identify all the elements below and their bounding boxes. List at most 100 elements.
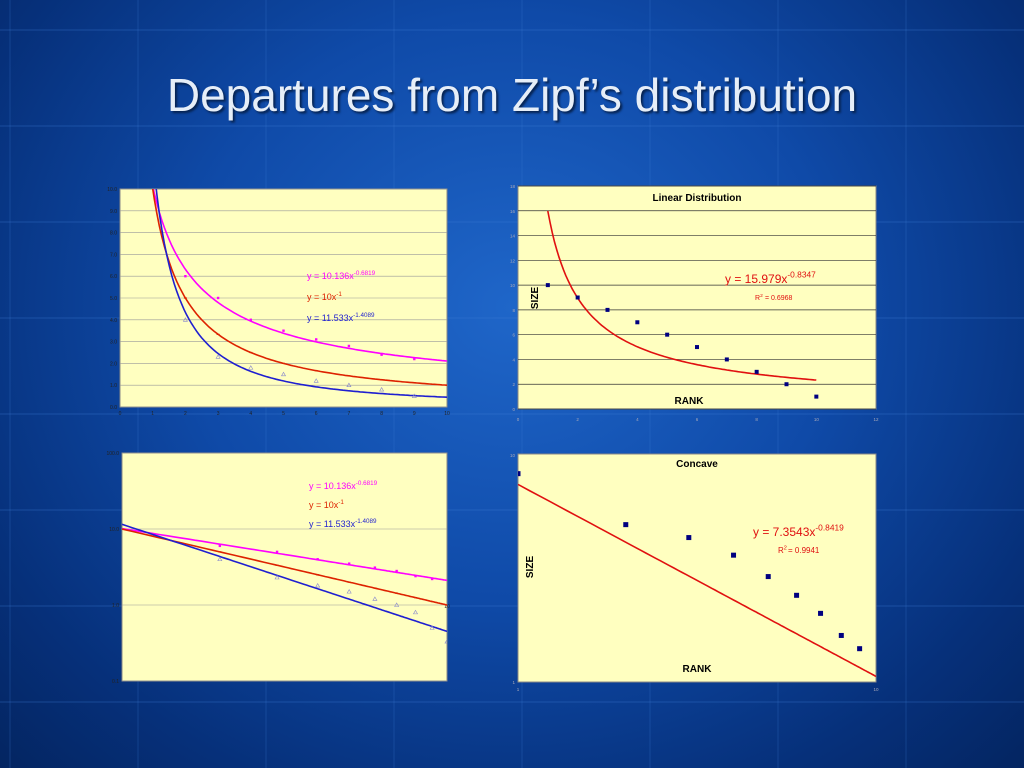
data-point (282, 329, 285, 332)
data-point (218, 544, 222, 548)
y-tick-label: 4.0 (110, 318, 117, 324)
r-squared-label: R2 (778, 545, 787, 555)
y-tick-label: 100.0 (106, 451, 119, 457)
data-point (430, 577, 434, 581)
x-tick-label: 4 (636, 417, 639, 422)
x-tick-label: 0 (517, 417, 520, 422)
x-tick-label: 10 (444, 411, 450, 417)
data-point (216, 296, 220, 300)
data-point (731, 552, 737, 558)
trend-line-red (122, 528, 447, 606)
y-tick-label: 6.0 (110, 274, 117, 280)
data-point (216, 333, 220, 336)
data-point (373, 566, 377, 569)
slide-title: Departures from Zipf’s distribution (166, 69, 858, 121)
trend-line-red (151, 189, 447, 386)
data-point (411, 393, 417, 398)
x-axis-label: RANK (683, 664, 713, 675)
data-point (379, 386, 385, 392)
data-point (249, 318, 252, 321)
x-tick-label: 7 (348, 411, 351, 417)
data-point (413, 357, 416, 361)
data-point (215, 354, 221, 359)
x-tick-label: 1 (517, 687, 520, 692)
data-point (274, 574, 280, 580)
data-point (838, 632, 844, 638)
r-squared-label: R2 (755, 293, 763, 302)
y-tick-label: 10.0 (107, 187, 117, 193)
data-point (372, 596, 378, 601)
x-tick-label: 4 (249, 411, 252, 417)
plot-area (517, 185, 877, 410)
data-point (346, 382, 352, 387)
data-point (280, 371, 287, 377)
data-point (724, 357, 729, 362)
x-tick-label: 6 (315, 411, 318, 417)
x-tick-label: 10 (873, 687, 879, 692)
trend-line-magenta (152, 189, 447, 362)
data-point (394, 602, 400, 607)
y-axis-label: SIZE (525, 556, 536, 579)
y-tick-label: 4 (512, 357, 515, 362)
trend-line-blue (122, 523, 447, 633)
x-tick-label: 0 (119, 411, 122, 417)
data-point (183, 297, 187, 299)
data-point (414, 574, 417, 578)
data-point (314, 369, 318, 372)
x-tick-label: 10 (814, 417, 820, 422)
chart-power-law-log: 0.1 1.0 10.0 100.0 10 y = 10.136x-0.6819 y = 1… (106, 451, 450, 685)
chart-concave: 10 11 10 Concave RANK SIZE y = 7.3543x-0.8419 R… (510, 453, 879, 692)
data-point (347, 344, 351, 348)
y-tick-label: 3.0 (110, 340, 117, 346)
data-point (765, 574, 771, 580)
trend-line (547, 210, 817, 381)
x-axis-label: RANK (675, 396, 705, 407)
y-tick-label: 16 (510, 209, 516, 214)
y-tick-label: 1 (512, 680, 515, 685)
series-group (122, 523, 447, 644)
equation-label-blue: y = 11.533x-1.4089 (309, 518, 377, 529)
data-point (814, 394, 819, 399)
chart-title: Linear Distribution (653, 193, 742, 204)
data-point (218, 551, 222, 553)
y-tick-label: 7.0 (110, 252, 117, 258)
x-tick-label: 6 (696, 417, 699, 422)
y-tick-label: 2 (512, 382, 515, 387)
equation-label: y = 15.979x-0.8347 (725, 270, 816, 286)
y-tick-label: 8.0 (110, 231, 117, 237)
data-point (315, 338, 318, 341)
trend-line (518, 483, 876, 678)
data-point (184, 275, 187, 278)
data-point (395, 592, 399, 594)
data-point (635, 320, 640, 325)
data-point (429, 625, 435, 630)
y-tick-label: 0.0 (110, 405, 117, 411)
data-point (380, 379, 384, 381)
data-point (313, 378, 319, 383)
x-tick-label: 5 (282, 411, 285, 417)
data-point (282, 362, 285, 364)
data-point (380, 353, 383, 356)
chart-linear-distribution: 0 2 4 6 8 10 12 14 16 18 0 2 4 6 8 10 12 Linear Distribut… (510, 184, 879, 422)
chart-title: Concave (676, 459, 718, 470)
data-point (347, 375, 351, 377)
y-tick-label: 0 (512, 407, 515, 412)
chart-power-law-linear: 0.0 1.0 2.0 3.0 4.0 5.0 6.0 7.0 8.0 9.0 10.0 0 1 2 3 4 5… (107, 187, 450, 417)
data-point (346, 589, 352, 594)
x-tick-label: 2 (184, 411, 187, 417)
y-tick-label: 10.0 (109, 527, 119, 533)
x-tick-label: 2 (576, 417, 579, 422)
x-tick-label: 1 (151, 411, 154, 417)
data-point (445, 384, 447, 386)
data-point (373, 587, 377, 589)
equation-label-red: y = 10x-1 (309, 499, 344, 510)
y-tick-label: 8 (512, 308, 515, 313)
y-tick-label: 2.0 (110, 361, 117, 367)
series-group (151, 189, 447, 398)
data-point (217, 556, 223, 562)
data-point (315, 582, 321, 588)
y-tick-label: 6 (512, 333, 515, 338)
x-tick-label: 8 (380, 411, 383, 417)
y-tick-label: 14 (510, 234, 516, 239)
data-point (857, 646, 863, 652)
